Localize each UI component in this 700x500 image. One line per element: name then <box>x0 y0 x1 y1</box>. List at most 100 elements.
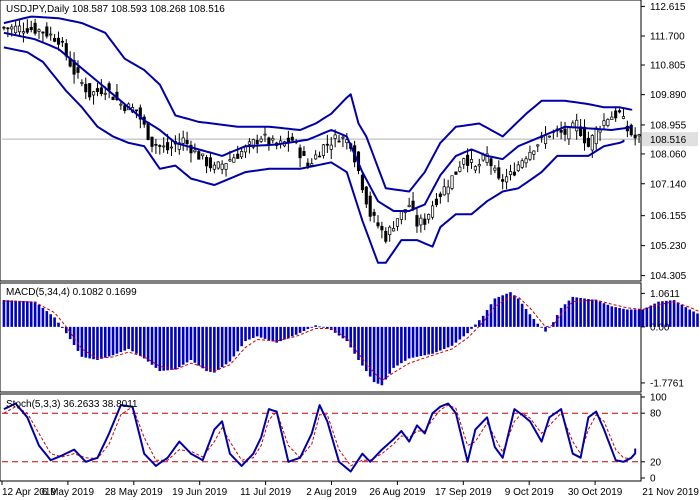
macd-bar <box>458 326 462 340</box>
candle-body <box>524 158 528 164</box>
macd-bar <box>649 305 653 327</box>
current-price-box <box>642 132 698 147</box>
bollinger-upper-line <box>3 15 633 193</box>
candle-body <box>434 198 438 206</box>
macd-bar <box>544 326 547 332</box>
candle-body <box>314 154 318 160</box>
y-tick-label: 105.230 <box>650 241 687 252</box>
x-tick-label: 26 Aug 2019 <box>369 487 426 498</box>
macd-bar <box>478 320 481 327</box>
y-tick-label: 108.955 <box>650 120 687 131</box>
macd-bar <box>72 326 76 346</box>
macd-bar <box>481 315 485 327</box>
candle-body <box>368 195 372 217</box>
macd-bar <box>92 326 95 360</box>
candle-body <box>633 134 637 139</box>
candle-body <box>169 146 174 149</box>
macd-bar <box>637 309 641 327</box>
macd-bar <box>400 326 403 364</box>
macd-panel[interactable]: 1.0611 0.00 -1.7761 MACD(5,34,4) 0.1082 0.… <box>0 282 700 393</box>
stochastic-panel[interactable]: 100 80 20 0 Stoch(5,3,3) 36.2633 38.8011 <box>0 393 667 485</box>
candle-body <box>84 83 88 93</box>
candle-body <box>150 136 154 147</box>
candle-body <box>579 126 583 136</box>
x-tick-label: 11 Jul 2019 <box>240 487 291 498</box>
candle-body <box>310 163 314 166</box>
candle-body <box>49 33 53 36</box>
candle-body <box>6 27 10 30</box>
candle-body <box>621 116 626 119</box>
candle-body <box>508 171 513 176</box>
macd-panel-title: MACD(5,34,4) 0.1082 0.1699 <box>6 287 137 298</box>
macd-bar <box>435 326 438 353</box>
candle-body <box>80 82 84 84</box>
candle-body <box>224 163 228 170</box>
macd-bar <box>629 309 633 327</box>
candle-body <box>442 186 446 196</box>
macd-bar <box>345 326 349 342</box>
y-tick-label: 20 <box>650 457 662 468</box>
candle-body <box>298 147 302 159</box>
candle-body <box>473 166 477 171</box>
candle-body <box>321 144 325 156</box>
macd-bar <box>497 296 501 327</box>
macd-bar <box>76 326 80 351</box>
macd-bar <box>216 326 220 370</box>
macd-bar <box>489 304 493 327</box>
macd-bar <box>376 326 380 384</box>
macd-bar <box>380 326 384 386</box>
macd-bar <box>668 300 672 327</box>
macd-bar <box>528 314 532 327</box>
candle-body <box>610 116 614 120</box>
candle-body <box>158 145 162 147</box>
x-tick-label: 21 Nov 2019 <box>642 487 699 498</box>
macd-bar <box>361 326 364 366</box>
macd-bar <box>579 297 582 327</box>
candle-body <box>103 92 107 95</box>
macd-bar <box>228 326 232 362</box>
candle-body <box>329 144 333 150</box>
macd-bar <box>189 326 193 361</box>
macd-y-axis: 1.0611 0.00 -1.7761 <box>641 289 684 389</box>
candle-body <box>637 134 641 137</box>
macd-bar <box>271 326 275 342</box>
macd-bar <box>540 326 543 328</box>
y-tick-label: 112.615 <box>650 2 686 13</box>
candle-body <box>423 218 427 225</box>
candle-body <box>466 154 470 166</box>
stochastic-levels <box>2 412 641 463</box>
macd-bar <box>115 326 119 354</box>
candle-body <box>208 157 213 169</box>
candle-body <box>193 149 197 153</box>
macd-bar <box>470 326 473 329</box>
macd-bar <box>641 309 645 327</box>
price-panel[interactable]: 112.615 111.700 110.805 109.890 108.955 108.0… <box>0 0 698 282</box>
macd-signal-curve <box>3 296 700 382</box>
x-tick-label: 28 May 2019 <box>105 487 163 498</box>
macd-bar <box>407 326 411 359</box>
macd-bar <box>310 326 314 328</box>
macd-bar <box>197 326 201 366</box>
candle-body <box>201 153 205 157</box>
candle-body <box>99 87 103 95</box>
macd-bar <box>224 326 228 365</box>
macd-bar <box>454 326 458 343</box>
candle-body <box>166 142 170 151</box>
macd-bar <box>103 326 107 358</box>
macd-bar <box>290 326 294 337</box>
candle-body <box>547 135 551 138</box>
candle-body <box>263 133 267 136</box>
macd-bar <box>614 307 617 327</box>
candle-body <box>29 26 33 30</box>
candle-body <box>41 31 45 34</box>
macd-bar <box>177 326 181 368</box>
candle-body <box>392 228 396 232</box>
macd-bar <box>88 326 91 359</box>
candle-body <box>485 153 489 163</box>
candle-body <box>629 124 633 136</box>
macd-bar <box>571 296 575 327</box>
macd-bar <box>318 326 321 328</box>
candle-body <box>388 226 392 236</box>
macd-bar <box>337 326 341 336</box>
stochastic-panel-title: Stoch(5,3,3) 36.2633 38.8011 <box>6 399 138 410</box>
